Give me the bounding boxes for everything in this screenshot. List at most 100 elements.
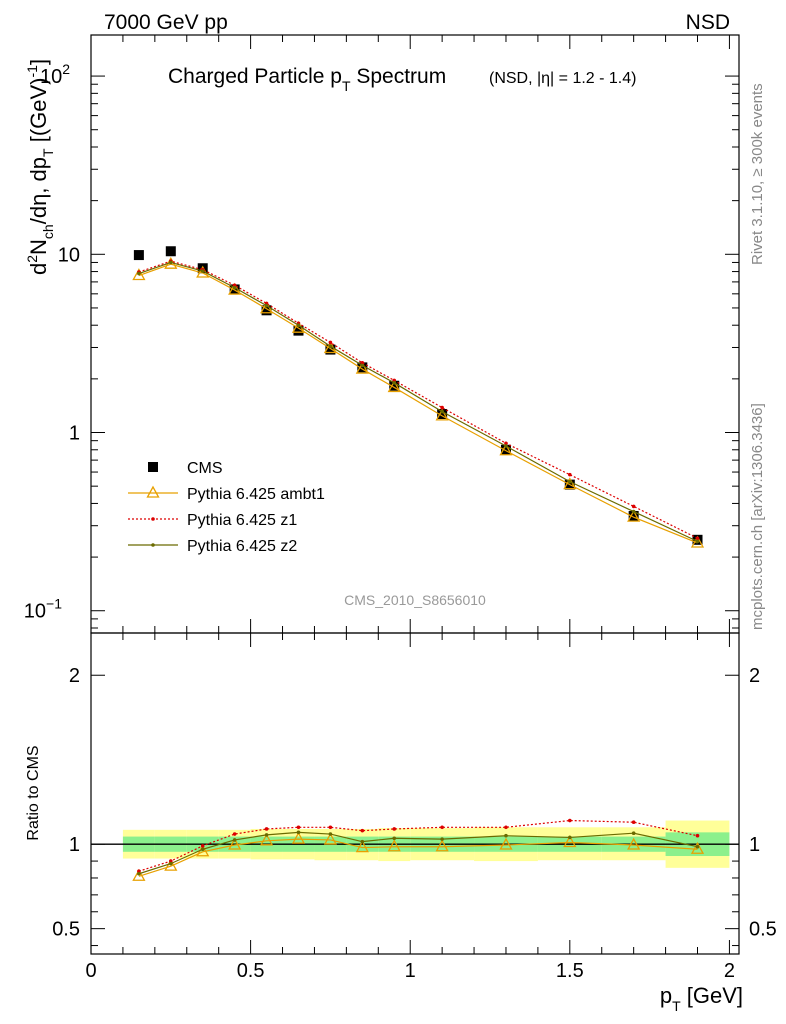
ratio-data-point xyxy=(499,837,513,850)
main-data-point xyxy=(328,344,333,349)
main-data-point xyxy=(293,325,304,336)
ratio-data-point xyxy=(259,833,274,846)
main-data-point xyxy=(360,361,365,365)
ratio-data-point xyxy=(504,833,508,838)
legend-marker xyxy=(151,543,155,547)
main-data-point xyxy=(360,363,365,368)
ratio-y-tick-label: 2 xyxy=(69,665,80,687)
main-data-point xyxy=(631,504,636,509)
ratio-data-point xyxy=(200,847,205,852)
ratio-data-point xyxy=(695,844,700,849)
x-tick-label: 1 xyxy=(405,960,416,982)
main-data-point xyxy=(169,260,173,265)
legend-label: Pythia 6.425 z2 xyxy=(187,538,297,555)
main-title-extra: (NSD, |η| = 1.2 - 1.4) xyxy=(489,70,636,87)
ratio-y-tick-label-right: 1 xyxy=(749,834,760,856)
ratio-series-line-1 xyxy=(138,819,698,872)
ratio-data-point xyxy=(164,858,178,871)
ratio-data-point xyxy=(296,830,301,835)
ratio-data-point xyxy=(232,838,237,842)
ratio-data-point xyxy=(296,825,301,830)
ratio-data-point xyxy=(355,840,369,853)
main-data-point xyxy=(296,323,301,328)
ratio-data-point xyxy=(563,835,577,848)
main-data-point xyxy=(631,509,636,514)
ratio-data-point xyxy=(695,833,700,838)
ratio-data-point xyxy=(631,831,636,836)
main-data-point xyxy=(389,380,400,391)
ratio-data-point xyxy=(232,832,237,836)
legend-marker xyxy=(151,517,155,521)
ratio-data-point xyxy=(440,837,444,841)
ratio-y-tick-label-right: 0.5 xyxy=(749,919,777,941)
ratio-data-point xyxy=(504,825,508,830)
main-y-tick-label: 102 xyxy=(40,61,70,88)
ratio-data-point xyxy=(132,868,146,881)
ratio-data-point xyxy=(387,839,401,852)
legend: CMS Pythia 6.425 ambt1 Pythia 6.425 z1 Pyth… xyxy=(128,460,325,555)
legend-marker xyxy=(146,485,160,498)
ratio-y-tick-label-right: 2 xyxy=(749,665,760,687)
ratio-data-point xyxy=(568,835,572,840)
main-data-point xyxy=(504,444,508,448)
ratio-data-point xyxy=(137,869,141,874)
main-data-point xyxy=(500,444,511,455)
main-y-axis-label: d2Nch/dη, dpT [(GeV)-1] xyxy=(24,59,56,275)
ratio-data-point xyxy=(627,837,641,850)
ratio-data-point xyxy=(323,832,338,845)
main-data-point xyxy=(440,409,444,414)
ratio-data-point xyxy=(440,825,444,830)
main-data-point xyxy=(504,441,508,446)
main-data-point xyxy=(628,511,639,522)
ratio-data-point xyxy=(392,827,397,831)
main-data-point xyxy=(695,536,700,541)
rivet-version-label: Rivet 3.1.10, ≥ 300k events xyxy=(749,83,766,265)
main-y-tick-label: 1 xyxy=(69,423,80,445)
main-data-point xyxy=(499,443,513,456)
mcplots-label: mcplots.cern.ch [arXiv:1306.3436] xyxy=(749,403,766,630)
main-data-point xyxy=(357,362,368,373)
analysis-watermark: CMS_2010_S8656010 xyxy=(344,592,486,608)
ratio-data-point xyxy=(228,837,242,850)
main-title: Charged Particle pT Spectrum xyxy=(168,65,446,94)
main-y-tick-label: 10−1 xyxy=(24,596,62,623)
legend-label: CMS xyxy=(187,460,223,477)
main-data-point xyxy=(435,408,449,421)
main-data-point xyxy=(563,477,577,490)
ratio-data-point xyxy=(328,832,333,836)
ratio-plot-frame xyxy=(90,632,740,955)
ratio-data-point xyxy=(264,827,269,831)
ratio-data-point xyxy=(169,861,173,866)
ratio-y-axis-label: Ratio to CMS xyxy=(25,745,42,840)
ratio-data-point xyxy=(392,836,397,841)
ratio-data-point xyxy=(169,859,173,863)
ratio-data-point xyxy=(568,818,572,823)
x-tick-label: 2 xyxy=(724,960,735,982)
main-data-point xyxy=(355,361,369,374)
main-data-point xyxy=(328,340,333,345)
ratio-data-point xyxy=(200,844,205,848)
main-series-line-2 xyxy=(138,260,698,539)
main-data-point xyxy=(325,344,336,355)
ratio-data-point xyxy=(328,825,333,830)
main-data-point xyxy=(690,535,705,548)
main-data-point xyxy=(137,271,141,276)
ratio-data-point xyxy=(360,839,365,844)
main-data-point xyxy=(165,246,176,257)
ratio-data-point xyxy=(435,839,449,852)
main-data-point xyxy=(232,285,237,290)
ratio-series-line-2 xyxy=(138,831,698,875)
main-data-point xyxy=(437,409,448,420)
main-data-point xyxy=(440,405,444,410)
ratio-series-line-0 xyxy=(138,838,698,877)
x-tick-label: 0 xyxy=(85,960,96,982)
main-data-point xyxy=(261,305,272,316)
legend-label: Pythia 6.425 ambt1 xyxy=(187,486,325,503)
header-right-label: NSD xyxy=(686,11,730,34)
main-series-line-3 xyxy=(138,261,698,542)
ratio-data-point xyxy=(137,871,141,876)
main-data-point xyxy=(695,539,700,544)
main-data-point xyxy=(200,269,205,273)
